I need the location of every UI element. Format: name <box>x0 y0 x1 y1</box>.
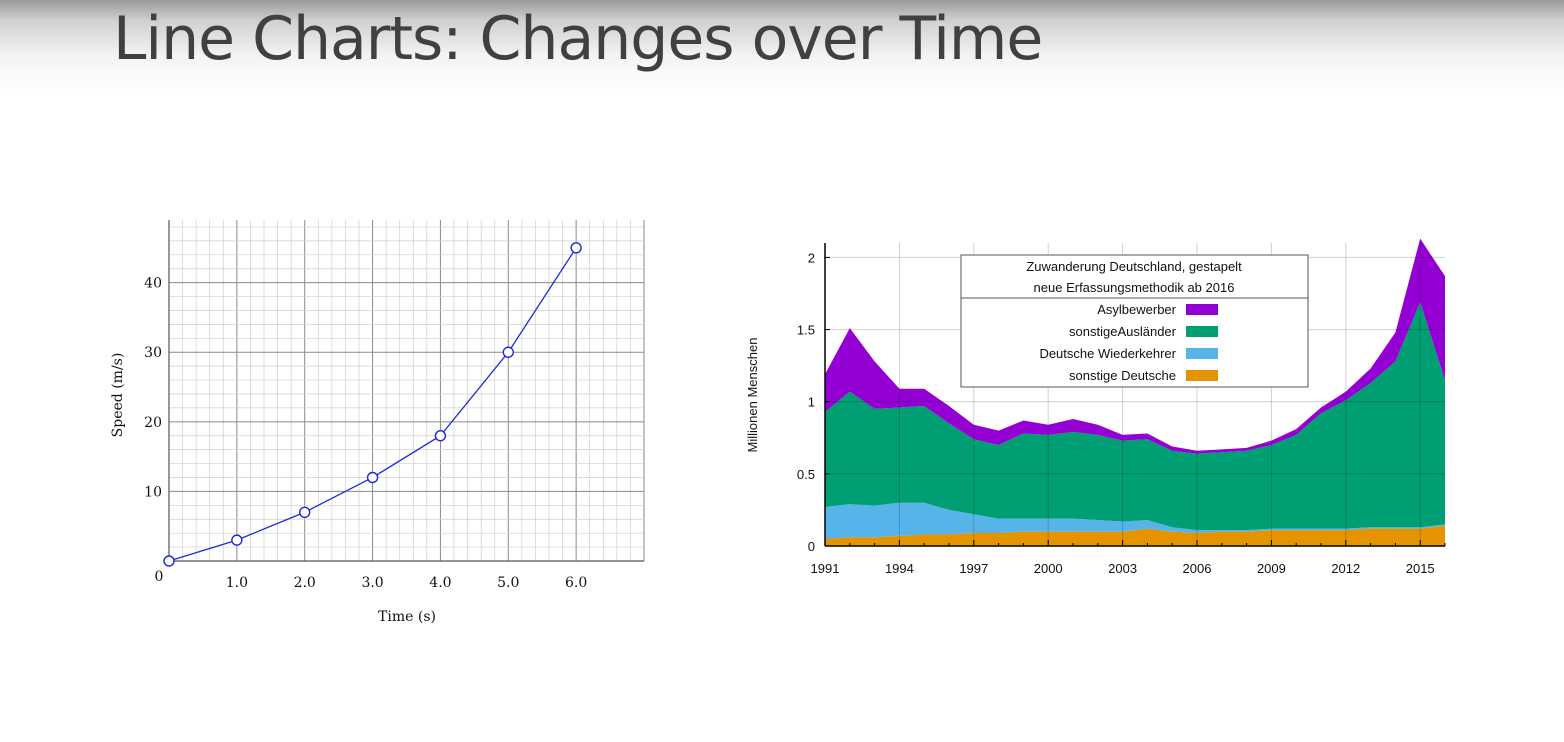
area-sonstigeausländer <box>825 302 1445 531</box>
x-tick-label: 2003 <box>1108 561 1137 576</box>
legend-box <box>960 254 1309 388</box>
data-point <box>163 555 175 567</box>
legend-swatch <box>1186 348 1218 359</box>
data-point <box>502 346 514 358</box>
x-tick-label: 2.0 <box>294 575 316 591</box>
x-tick-label: 2015 <box>1406 561 1435 576</box>
y-tick-label: 10 <box>144 484 162 500</box>
y-tick-label: 1 <box>808 395 815 410</box>
legend-swatch <box>1186 370 1218 381</box>
chart1-x-axis-label: Time (s) <box>378 609 436 625</box>
legend-title-line-2: neue Erfassungsmethodik ab 2016 <box>1034 280 1235 295</box>
x-tick-label: 4.0 <box>429 575 451 591</box>
title-band <box>0 0 1564 110</box>
slide-title: Line Charts: Changes over Time <box>113 4 1043 74</box>
x-tick-label: 5.0 <box>497 575 519 591</box>
y-tick-label: 30 <box>144 345 162 361</box>
data-point <box>366 471 379 484</box>
legend-label: sonstigeAusländer <box>1069 324 1177 339</box>
chart2-legend: Zuwanderung Deutschland, gestapelt neue … <box>960 254 1309 388</box>
x-tick-label: 1.0 <box>226 575 248 591</box>
data-point <box>231 534 243 546</box>
legend-label: sonstige Deutsche <box>1069 368 1176 383</box>
x-tick-label: 2012 <box>1331 561 1360 576</box>
area-sonstige-deutsche <box>825 525 1445 546</box>
chart1-y-axis-label: Speed (m/s) <box>110 353 126 438</box>
chart2-tick-labels: 1991 1994 1997 2000 2003 2006 2009 2012 2015 0 0.5… <box>797 250 1435 576</box>
chart1-origin-label: 0 <box>155 569 164 585</box>
legend-title-line-1: Zuwanderung Deutschland, gestapelt <box>1026 259 1242 274</box>
x-tick-label: 1997 <box>959 561 988 576</box>
chart2-y-axis-label: Millionen Menschen <box>745 338 760 453</box>
y-tick-label: 40 <box>144 276 162 292</box>
chart2-axes <box>824 243 1446 547</box>
chart1-axes <box>168 220 644 562</box>
y-tick-label: 2 <box>808 250 815 265</box>
x-tick-label: 1991 <box>811 561 840 576</box>
x-tick-label: 3.0 <box>361 575 383 591</box>
data-point <box>570 242 582 254</box>
x-tick-label: 2006 <box>1183 561 1212 576</box>
legend-items: Asylbewerber sonstigeAusländer Deutsche Wi… <box>1039 302 1218 383</box>
x-tick-label: 2000 <box>1034 561 1063 576</box>
data-point <box>434 430 447 442</box>
y-tick-label: 0 <box>808 539 815 554</box>
chart1-points <box>163 242 582 567</box>
chart1-tick-labels: 1.0 2.0 3.0 4.0 5.0 6.0 10 20 30 40 <box>144 276 587 591</box>
y-tick-label: 20 <box>144 415 162 431</box>
x-tick-label: 1994 <box>885 561 914 576</box>
legend-swatch <box>1186 304 1218 315</box>
chart1-grid <box>168 220 645 562</box>
data-point <box>299 506 311 518</box>
x-tick-label: 2009 <box>1257 561 1286 576</box>
legend-label: Asylbewerber <box>1097 302 1176 317</box>
chart2-areas <box>825 238 1445 546</box>
x-tick-label: 6.0 <box>565 575 587 591</box>
legend-label: Deutsche Wiederkehrer <box>1039 346 1176 361</box>
y-tick-label: 1.5 <box>797 323 815 338</box>
legend-swatch <box>1186 326 1218 337</box>
y-tick-label: 0.5 <box>797 467 815 482</box>
